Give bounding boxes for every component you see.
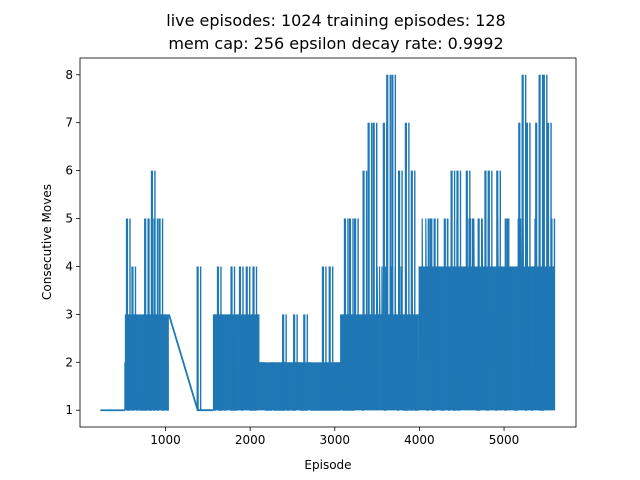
x-tick-label: 5000 (489, 433, 520, 447)
y-tick-label: 7 (65, 116, 73, 130)
chart-title-line-2: mem cap: 256 epsilon decay rate: 0.9992 (168, 34, 503, 53)
x-tick-label: 1000 (150, 433, 181, 447)
y-tick-label: 2 (65, 355, 73, 369)
plot-area: 1000 2000 3000 4000 5000 1 2 3 4 5 6 7 8 (65, 57, 577, 447)
y-tick-label: 1 (65, 403, 73, 417)
x-axis-label: Episode (304, 458, 351, 472)
y-tick-label: 6 (65, 164, 73, 178)
x-tick-label: 2000 (235, 433, 266, 447)
y-tick-label: 3 (65, 307, 73, 321)
x-tick-label: 3000 (319, 433, 350, 447)
y-axis-label: Consecutive Moves (40, 184, 54, 300)
y-tick-label: 5 (65, 212, 73, 226)
series-group (100, 74, 556, 412)
chart-title-line-1: live episodes: 1024 training episodes: 1… (166, 11, 505, 30)
axes-frame (79, 57, 577, 428)
y-tick-label: 8 (65, 68, 73, 82)
series-oscillation (418, 218, 555, 411)
y-tick-label: 4 (65, 259, 73, 273)
x-tick-label: 4000 (404, 433, 435, 447)
